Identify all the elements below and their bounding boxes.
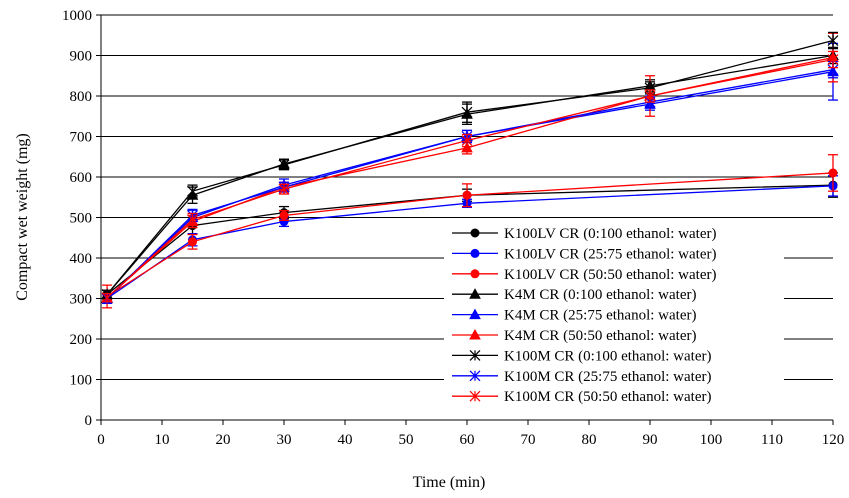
- y-tick-label: 500: [70, 211, 93, 227]
- legend-entry: K100M CR (25:75 ethanol: water): [452, 369, 711, 385]
- y-tick-label: 800: [70, 89, 93, 105]
- x-tick-label: 40: [338, 432, 353, 448]
- y-tick-label: 100: [70, 373, 93, 389]
- x-tick-label: 100: [700, 432, 723, 448]
- data-point: [278, 183, 290, 195]
- legend-label: K4M CR (50:50 ethanol: water): [504, 328, 696, 344]
- legend-marker: [469, 308, 481, 320]
- y-tick-label: 300: [70, 292, 93, 308]
- series-line: [106, 69, 834, 299]
- legend-entry: K100LV CR (50:50 ethanol: water): [452, 267, 716, 283]
- series-line: [106, 39, 834, 295]
- data-point: [462, 190, 472, 200]
- legend-label: K100LV CR (25:75 ethanol: water): [504, 246, 716, 262]
- legend-label: K4M CR (25:75 ethanol: water): [504, 308, 696, 324]
- legend-background: [444, 222, 784, 410]
- legend-entry: K100LV CR (0:100 ethanol: water): [452, 226, 716, 242]
- legend-label: K100M CR (50:50 ethanol: water): [504, 389, 711, 405]
- legend-entry: K100M CR (0:100 ethanol: water): [452, 348, 711, 364]
- series-9: [101, 50, 839, 304]
- x-tick-label: 80: [582, 432, 597, 448]
- legend-marker: [469, 328, 481, 340]
- data-point: [461, 141, 473, 153]
- x-tick-label: 90: [643, 432, 658, 448]
- y-tick-label: 0: [85, 413, 93, 429]
- x-tick-label: 120: [822, 432, 845, 448]
- legend-entry: K4M CR (50:50 ethanol: water): [452, 328, 696, 344]
- data-point: [188, 237, 197, 247]
- data-point: [461, 106, 473, 118]
- data-series: [101, 31, 839, 309]
- legend-marker: [469, 390, 481, 402]
- x-tick-label: 70: [521, 432, 536, 448]
- series-line: [106, 71, 834, 299]
- data-point: [827, 54, 839, 65]
- data-point: [279, 210, 289, 220]
- series-line: [106, 58, 834, 299]
- legend-marker: [470, 248, 480, 258]
- legend-marker: [469, 349, 481, 361]
- x-tick-label: 10: [155, 432, 170, 448]
- y-tick-label: 200: [70, 332, 93, 348]
- legend-label: K100M CR (25:75 ethanol: water): [504, 369, 711, 385]
- legend-entry: K4M CR (25:75 ethanol: water): [452, 308, 696, 324]
- legend-label: K100M CR (0:100 ethanol: water): [504, 348, 711, 364]
- data-point: [461, 135, 473, 146]
- data-point: [828, 168, 838, 178]
- data-point: [187, 214, 198, 225]
- legend-entry: K4M CR (0:100 ethanol: water): [452, 287, 696, 303]
- x-axis-title: Time (min): [413, 474, 486, 491]
- legend-label: K4M CR (0:100 ethanol: water): [504, 287, 696, 303]
- data-point: [101, 292, 113, 304]
- legend-marker: [470, 228, 480, 238]
- y-tick-label: 600: [70, 170, 93, 186]
- data-point: [187, 185, 198, 197]
- axes: 0 100 200 300 400 500 600 700 800 900 1000 0 10 20 30 4…: [62, 8, 844, 448]
- series-7: [101, 31, 839, 300]
- legend-marker: [469, 288, 481, 299]
- legend-marker: [469, 370, 481, 382]
- legend: K100LV CR (0:100 ethanol: water) K100LV C…: [444, 222, 784, 410]
- legend-entry: K100LV CR (25:75 ethanol: water): [452, 246, 716, 262]
- y-tick-label: 700: [70, 130, 93, 146]
- x-tick-label: 60: [460, 432, 475, 448]
- x-tick-label: 110: [761, 432, 783, 448]
- legend-label: K100LV CR (0:100 ethanol: water): [504, 226, 716, 242]
- legend-entry: K100M CR (50:50 ethanol: water): [452, 389, 711, 405]
- data-point: [827, 35, 839, 46]
- x-tick-label: 20: [216, 432, 231, 448]
- y-tick-label: 1000: [62, 8, 92, 24]
- legend-label: K100LV CR (50:50 ethanol: water): [504, 267, 716, 283]
- data-point: [644, 90, 656, 102]
- data-point: [278, 159, 290, 171]
- y-axis-title: Compact wet weight (mg): [14, 133, 31, 301]
- x-tick-label: 30: [277, 432, 292, 448]
- x-tick-label: 50: [399, 432, 414, 448]
- x-tick-label: 0: [97, 432, 105, 448]
- series-8: [101, 60, 839, 304]
- legend-marker: [470, 269, 480, 279]
- y-tick-label: 900: [70, 49, 93, 65]
- gridlines: [101, 14, 833, 380]
- y-tick-label: 400: [70, 251, 93, 267]
